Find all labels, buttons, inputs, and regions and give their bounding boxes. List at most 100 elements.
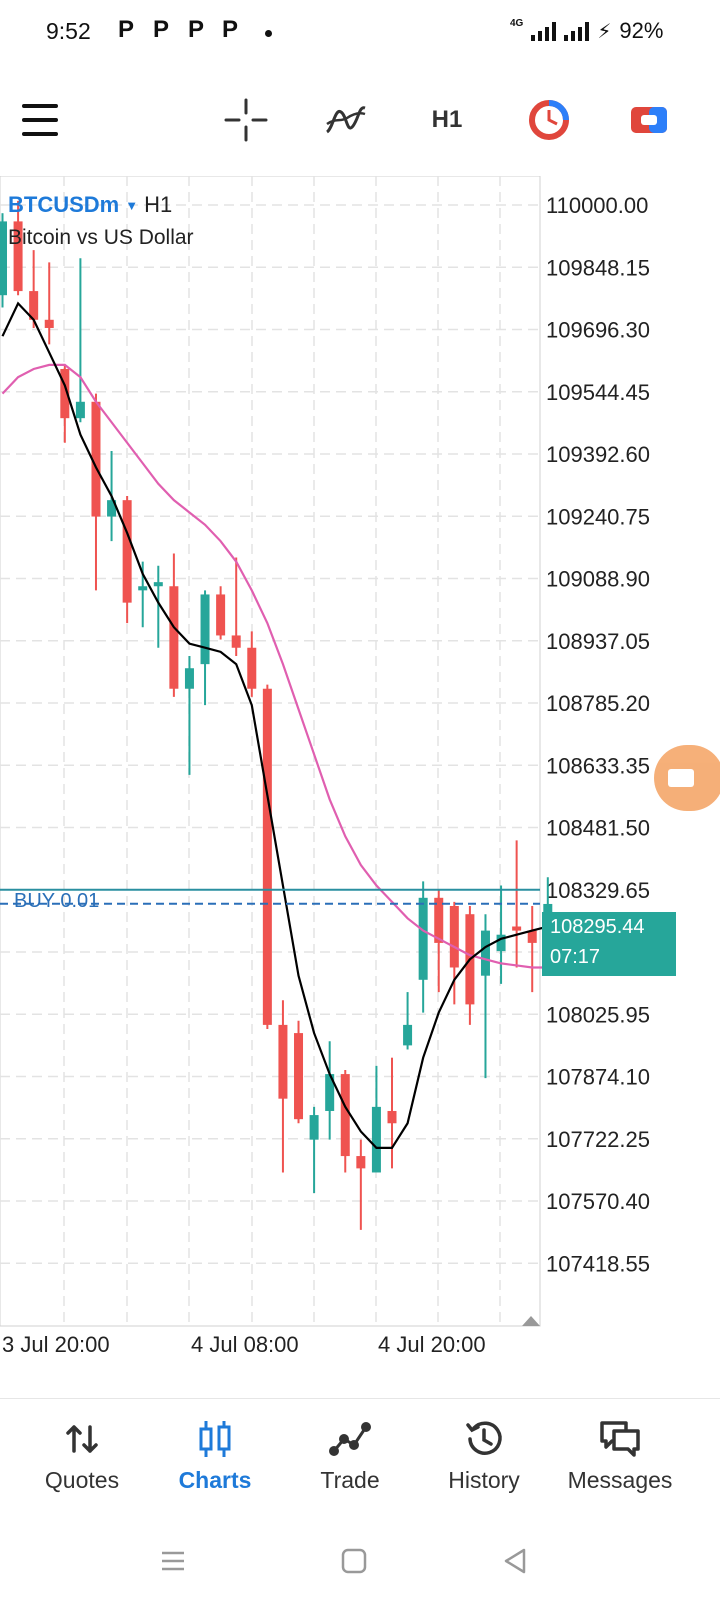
quotes-icon [66, 1425, 98, 1453]
price-axis-label: 107722.25 [546, 1127, 650, 1152]
nav-label-trade: Trade [320, 1467, 380, 1493]
price-axis-label: 109696.30 [546, 318, 650, 343]
nav-charts[interactable]: Charts [143, 1399, 287, 1509]
buy-position-label[interactable]: BUY 0.01 [14, 890, 100, 912]
candle-body [44, 319, 54, 328]
ma-fast-line [1, 301, 549, 1149]
symbol-header[interactable]: BTCUSDm ▼ H1 [8, 192, 172, 218]
signal-icon [564, 21, 590, 41]
symbol-timeframe: H1 [144, 192, 173, 217]
symbol-description: Bitcoin vs US Dollar [8, 226, 194, 249]
current-price: 108295.44 [550, 916, 645, 938]
price-axis-label: 107570.40 [546, 1189, 650, 1214]
candle-body [0, 221, 7, 296]
price-axis-label: 108937.05 [546, 629, 650, 654]
candle-body [169, 586, 179, 689]
notification-icon: P [118, 16, 135, 43]
nav-trade[interactable]: Trade [278, 1399, 422, 1509]
price-axis-label: 107874.10 [546, 1065, 650, 1090]
nav-label-quotes: Quotes [44, 1467, 120, 1493]
plot-frame [0, 176, 541, 1327]
back-icon[interactable] [500, 1546, 530, 1576]
price-chart[interactable]: 110000.00 109848.15 109696.30 109544.45 1093… [0, 176, 720, 1386]
candle-body [91, 401, 101, 517]
candle-body [247, 647, 257, 689]
charts-icon [199, 1421, 231, 1457]
nav-label-messages: Messages [567, 1467, 673, 1493]
status-indicators: 4G ⚡ 92% [510, 18, 663, 44]
clock-icon[interactable] [526, 98, 572, 142]
candle-body [60, 368, 70, 419]
candle-body [371, 1106, 381, 1173]
time-axis-label: 4 Jul 20:00 [378, 1332, 486, 1357]
candle-body [356, 1156, 366, 1169]
candle-body [138, 586, 148, 591]
timeframe-button[interactable]: H1 [424, 98, 470, 142]
candle-body [527, 930, 537, 943]
candle-body [29, 291, 39, 320]
nav-history[interactable]: History [412, 1399, 556, 1509]
price-axis-label: 107418.55 [546, 1251, 650, 1276]
nav-label-charts: Charts [178, 1467, 252, 1493]
candle-body [262, 688, 272, 1025]
symbol-name: BTCUSDm [8, 192, 120, 217]
dropdown-caret-icon: ▼ [125, 197, 139, 213]
bottom-navigation: Quotes Charts Trade History Messages [0, 1398, 720, 1509]
candle-body [216, 594, 226, 636]
status-bar: 9:52 P P P P 4G ⚡ 92% [0, 0, 720, 64]
nav-quotes[interactable]: Quotes [10, 1399, 154, 1509]
price-axis-label: 109848.15 [546, 255, 650, 280]
candle-body [184, 668, 194, 689]
network-type-label: 4G [510, 17, 524, 29]
candle-body [449, 906, 459, 968]
crosshair-icon[interactable] [222, 98, 270, 142]
candle-body [387, 1110, 397, 1124]
price-axis-label: 109240.75 [546, 504, 650, 529]
trade-icon [329, 1422, 371, 1456]
time-axis-label: 3 Jul 20:00 [2, 1332, 110, 1357]
nav-messages[interactable]: Messages [548, 1399, 692, 1509]
ma-slow-line [1, 363, 548, 969]
more-notifications-dot-icon [265, 30, 272, 37]
price-axis-label: 108481.50 [546, 816, 650, 841]
battery-charging-icon: ⚡ [597, 20, 612, 43]
battery-level: 92% [619, 18, 664, 43]
price-axis-label: 108785.20 [546, 691, 650, 716]
system-navigation-bar [0, 1530, 720, 1600]
notification-icon: P [222, 16, 239, 43]
history-icon [466, 1421, 502, 1455]
price-axis-label: 109088.90 [546, 567, 650, 592]
candle-body [75, 401, 85, 419]
menu-icon[interactable] [20, 98, 60, 142]
video-camera-icon [668, 769, 694, 787]
candle-body [13, 221, 23, 292]
candle-body [434, 897, 444, 943]
indicators-icon[interactable] [322, 98, 370, 142]
current-price-tag: 108295.44 07:17 [542, 912, 676, 976]
time-axis-label: 4 Jul 08:00 [191, 1332, 299, 1357]
candle-body [340, 1074, 350, 1157]
candle-body [153, 582, 163, 587]
trade-toggle-icon[interactable] [626, 98, 672, 142]
timeframe-label: H1 [431, 106, 463, 133]
candle-body [231, 635, 241, 648]
candle-body [294, 1033, 304, 1120]
candle-body [200, 594, 210, 665]
candle-body [309, 1115, 319, 1140]
floating-video-button[interactable] [654, 745, 720, 811]
signal-icon [531, 21, 557, 41]
messages-icon [600, 1421, 640, 1457]
home-icon[interactable] [339, 1546, 369, 1576]
candle-body [496, 934, 506, 952]
candle-body [325, 1074, 335, 1111]
chart-area[interactable]: 110000.00 109848.15 109696.30 109544.45 1093… [0, 176, 720, 1386]
candle-body [107, 500, 117, 517]
recent-apps-icon[interactable] [158, 1546, 188, 1576]
price-axis-label: 108633.35 [546, 753, 650, 778]
candle-body [480, 930, 490, 976]
candle-body [278, 1024, 288, 1099]
notification-icon: P [188, 16, 205, 43]
candle-body [418, 897, 428, 980]
scroll-end-icon [522, 1316, 540, 1326]
status-time: 9:52 [46, 18, 91, 44]
